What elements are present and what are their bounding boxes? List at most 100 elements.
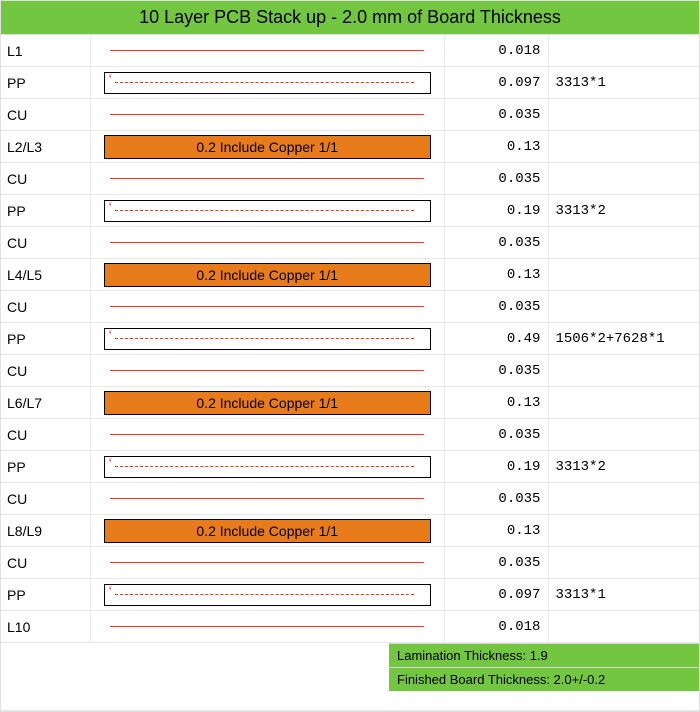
layer-row: CU0.035 — [1, 547, 699, 579]
thickness-value: 0.49 — [445, 323, 550, 354]
prepreg-dash — [115, 594, 415, 595]
layer-row: L8/L9 0.2 Include Copper 1/1 0.13 — [1, 515, 699, 547]
prepreg-box — [104, 328, 431, 350]
footer-finished: Finished Board Thickness: 2.0+/-0.2 — [389, 667, 699, 691]
material-value: 3313*1 — [549, 67, 699, 98]
thickness-value: 0.13 — [445, 387, 550, 418]
layer-graphic: 0.2 Include Copper 1/1 — [91, 131, 445, 162]
thickness-value: 0.13 — [445, 131, 550, 162]
layer-graphic — [91, 579, 445, 610]
material-value: 3313*1 — [549, 579, 699, 610]
prepreg-box — [104, 200, 431, 222]
layer-label: CU — [1, 483, 91, 514]
copper-line — [110, 562, 424, 563]
layer-label: L1 — [1, 35, 91, 66]
layer-row: CU 0.035 — [1, 355, 699, 387]
prepreg-box — [104, 72, 431, 94]
thickness-value: 0.097 — [445, 579, 550, 610]
material-value — [549, 227, 699, 258]
thickness-value: 0.035 — [445, 419, 550, 450]
thickness-value: 0.035 — [445, 163, 550, 194]
layer-row: L2/L3 0.2 Include Copper 1/1 0.13 — [1, 131, 699, 163]
layer-label: L10 — [1, 611, 91, 642]
layer-graphic — [91, 291, 445, 322]
thickness-value: 0.035 — [445, 483, 550, 514]
layer-row: CU0.035 — [1, 291, 699, 323]
footer-lamination: Lamination Thickness: 1.9 — [389, 643, 699, 667]
layer-label: CU — [1, 99, 91, 130]
layer-graphic: 0.2 Include Copper 1/1 — [91, 387, 445, 418]
copper-line — [110, 114, 424, 115]
copper-line — [110, 50, 424, 51]
layer-row: CU 0.035 — [1, 99, 699, 131]
footer-block: Lamination Thickness: 1.9 Finished Board… — [1, 643, 699, 691]
layer-row: CU 0.035 — [1, 483, 699, 515]
layer-graphic — [91, 227, 445, 258]
material-value: 1506*2+7628*1 — [549, 323, 699, 354]
material-value — [549, 291, 699, 322]
layer-graphic — [91, 323, 445, 354]
layer-label: PP — [1, 67, 91, 98]
material-value — [549, 419, 699, 450]
layer-row: PP0.193313*2 — [1, 195, 699, 227]
layer-label: CU — [1, 419, 91, 450]
material-value — [549, 547, 699, 578]
core-box: 0.2 Include Copper 1/1 — [104, 391, 431, 415]
layer-row: PP 0.0973313*1 — [1, 579, 699, 611]
layer-label: L6/L7 — [1, 387, 91, 418]
material-value — [549, 131, 699, 162]
empty-rows — [1, 691, 699, 711]
thickness-value: 0.035 — [445, 227, 550, 258]
thickness-value: 0.13 — [445, 259, 550, 290]
layer-graphic — [91, 611, 445, 642]
layer-row: L100.018 — [1, 611, 699, 643]
layer-label: L4/L5 — [1, 259, 91, 290]
layer-row: L6/L7 0.2 Include Copper 1/1 0.13 — [1, 387, 699, 419]
layer-graphic — [91, 35, 445, 66]
copper-line — [110, 498, 424, 499]
layer-graphic — [91, 67, 445, 98]
layer-graphic: 0.2 Include Copper 1/1 — [91, 515, 445, 546]
title-bar: 10 Layer PCB Stack up - 2.0 mm of Board … — [1, 1, 699, 35]
material-value — [549, 35, 699, 66]
copper-line — [110, 370, 424, 371]
layer-graphic — [91, 483, 445, 514]
layer-row: L4/L5 0.2 Include Copper 1/1 0.13 — [1, 259, 699, 291]
layer-row: PP0.491506*2+7628*1 — [1, 323, 699, 355]
layer-row: L10.018 — [1, 35, 699, 67]
layer-label: CU — [1, 163, 91, 194]
material-value — [549, 259, 699, 290]
layer-row: PP0.193313*2 — [1, 451, 699, 483]
layer-graphic — [91, 547, 445, 578]
prepreg-dash — [115, 210, 415, 211]
thickness-value: 0.035 — [445, 99, 550, 130]
copper-line — [110, 626, 424, 627]
material-value — [549, 387, 699, 418]
thickness-value: 0.13 — [445, 515, 550, 546]
prepreg-box — [104, 456, 431, 478]
layer-rows: L10.018PP0.0973313*1CU0.035L2/L30.2 Incl… — [1, 35, 699, 643]
layer-label: CU — [1, 355, 91, 386]
layer-graphic — [91, 195, 445, 226]
layer-row: CU0.035 — [1, 227, 699, 259]
core-box: 0.2 Include Copper 1/1 — [104, 263, 431, 287]
thickness-value: 0.035 — [445, 355, 550, 386]
material-value — [549, 163, 699, 194]
core-box: 0.2 Include Copper 1/1 — [104, 519, 431, 543]
layer-row: CU 0.035 — [1, 419, 699, 451]
material-value: 3313*2 — [549, 451, 699, 482]
material-value — [549, 355, 699, 386]
layer-graphic — [91, 99, 445, 130]
copper-line — [110, 306, 424, 307]
layer-row: CU 0.035 — [1, 163, 699, 195]
prepreg-dash — [115, 466, 415, 467]
prepreg-dash — [115, 82, 415, 83]
core-box: 0.2 Include Copper 1/1 — [104, 135, 431, 159]
thickness-value: 0.19 — [445, 195, 550, 226]
layer-label: PP — [1, 579, 91, 610]
layer-label: L8/L9 — [1, 515, 91, 546]
thickness-value: 0.097 — [445, 67, 550, 98]
copper-line — [110, 242, 424, 243]
layer-label: L2/L3 — [1, 131, 91, 162]
title-text: 10 Layer PCB Stack up - 2.0 mm of Board … — [139, 7, 561, 27]
